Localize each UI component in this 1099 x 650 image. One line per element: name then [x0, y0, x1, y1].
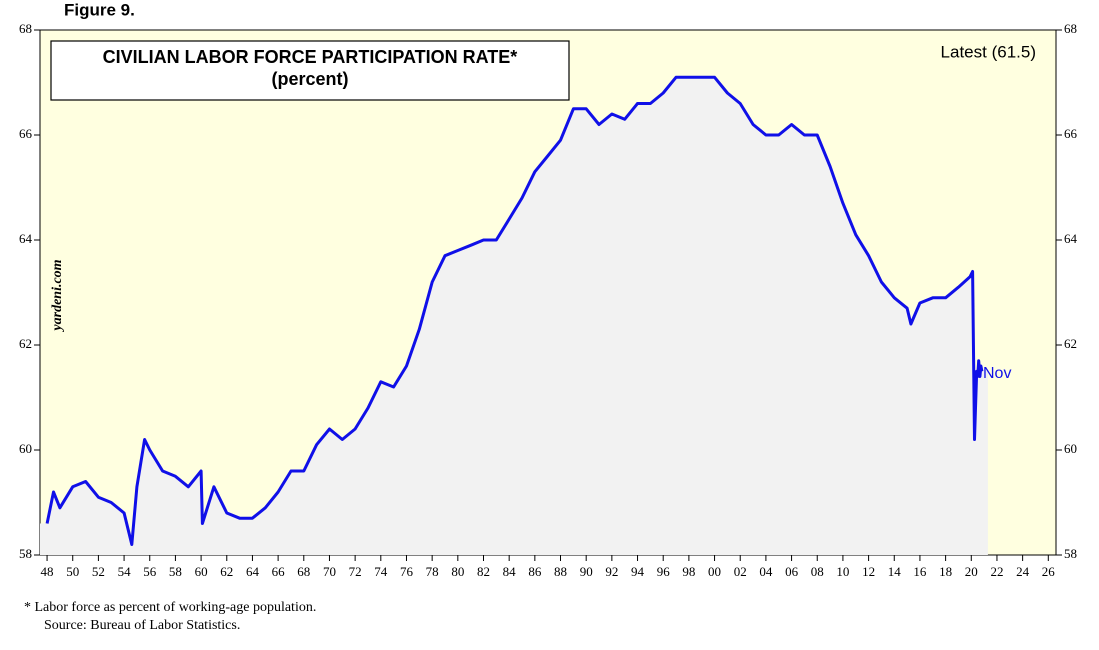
y2-tick-label: 64	[1064, 231, 1078, 246]
x-tick-label: 26	[1042, 564, 1056, 579]
footnote: * Labor force as percent of working-age …	[24, 600, 316, 615]
x-tick-label: 88	[554, 564, 567, 579]
x-tick-label: 86	[528, 564, 542, 579]
area-fill	[40, 77, 988, 556]
y-tick-label: 66	[19, 126, 33, 141]
x-tick-label: 90	[580, 564, 593, 579]
x-tick-label: 78	[426, 564, 439, 579]
x-tick-label: 72	[349, 564, 362, 579]
x-tick-label: 84	[503, 564, 517, 579]
x-tick-label: 80	[451, 564, 464, 579]
x-tick-label: 58	[169, 564, 182, 579]
x-tick-label: 10	[836, 564, 849, 579]
x-tick-label: 08	[811, 564, 824, 579]
marks	[40, 75, 988, 556]
latest-annotation: Latest (61.5)	[941, 42, 1036, 61]
x-tick-label: 62	[220, 564, 233, 579]
x-tick-label: 18	[939, 564, 952, 579]
x-tick-label: 48	[41, 564, 54, 579]
x-tick-label: 16	[913, 564, 927, 579]
y2-tick-label: 62	[1064, 336, 1077, 351]
x-tick-label: 94	[631, 564, 645, 579]
x-tick-label: 24	[1016, 564, 1030, 579]
x-tick-label: 96	[657, 564, 671, 579]
y-tick-label: 62	[19, 336, 32, 351]
x-tick-label: 06	[785, 564, 799, 579]
y-tick-label: 68	[19, 21, 32, 36]
x-tick-label: 14	[888, 564, 902, 579]
title-box	[50, 40, 570, 101]
x-tick-label: 02	[734, 564, 747, 579]
y2-tick-label: 58	[1064, 546, 1077, 561]
x-tick-label: 92	[605, 564, 618, 579]
chart-subtitle: (percent)	[271, 69, 348, 89]
x-tick-label: 54	[118, 564, 132, 579]
x-tick-label: 64	[246, 564, 260, 579]
watermark: yardeni.com	[50, 259, 65, 332]
y-tick-label: 60	[19, 441, 32, 456]
x-tick-label: 22	[990, 564, 1003, 579]
x-tick-label: 82	[477, 564, 490, 579]
nov-annotation: Nov	[983, 365, 1011, 382]
x-tick-label: 20	[965, 564, 978, 579]
x-tick-label: 00	[708, 564, 721, 579]
x-tick-label: 70	[323, 564, 336, 579]
source: Source: Bureau of Labor Statistics.	[44, 618, 240, 633]
line	[45, 75, 984, 546]
chart-title: CIVILIAN LABOR FORCE PARTICIPATION RATE*	[103, 47, 518, 67]
x-tick-label: 04	[759, 564, 773, 579]
x-tick-label: 60	[195, 564, 208, 579]
x-tick-label: 52	[92, 564, 105, 579]
figure-label: Figure 9.	[64, 0, 135, 19]
x-tick-label: 76	[400, 564, 414, 579]
y2-tick-label: 60	[1064, 441, 1077, 456]
x-tick-label: 68	[297, 564, 310, 579]
x-tick-label: 98	[682, 564, 695, 579]
y2-tick-label: 66	[1064, 126, 1078, 141]
y2-tick-label: 68	[1064, 21, 1077, 36]
x-tick-label: 12	[862, 564, 875, 579]
x-tick-label: 56	[143, 564, 157, 579]
x-tick-label: 66	[272, 564, 286, 579]
x-tick-label: 50	[66, 564, 79, 579]
y-tick-label: 64	[19, 231, 33, 246]
x-tick-label: 74	[374, 564, 388, 579]
y-tick-label: 58	[19, 546, 32, 561]
